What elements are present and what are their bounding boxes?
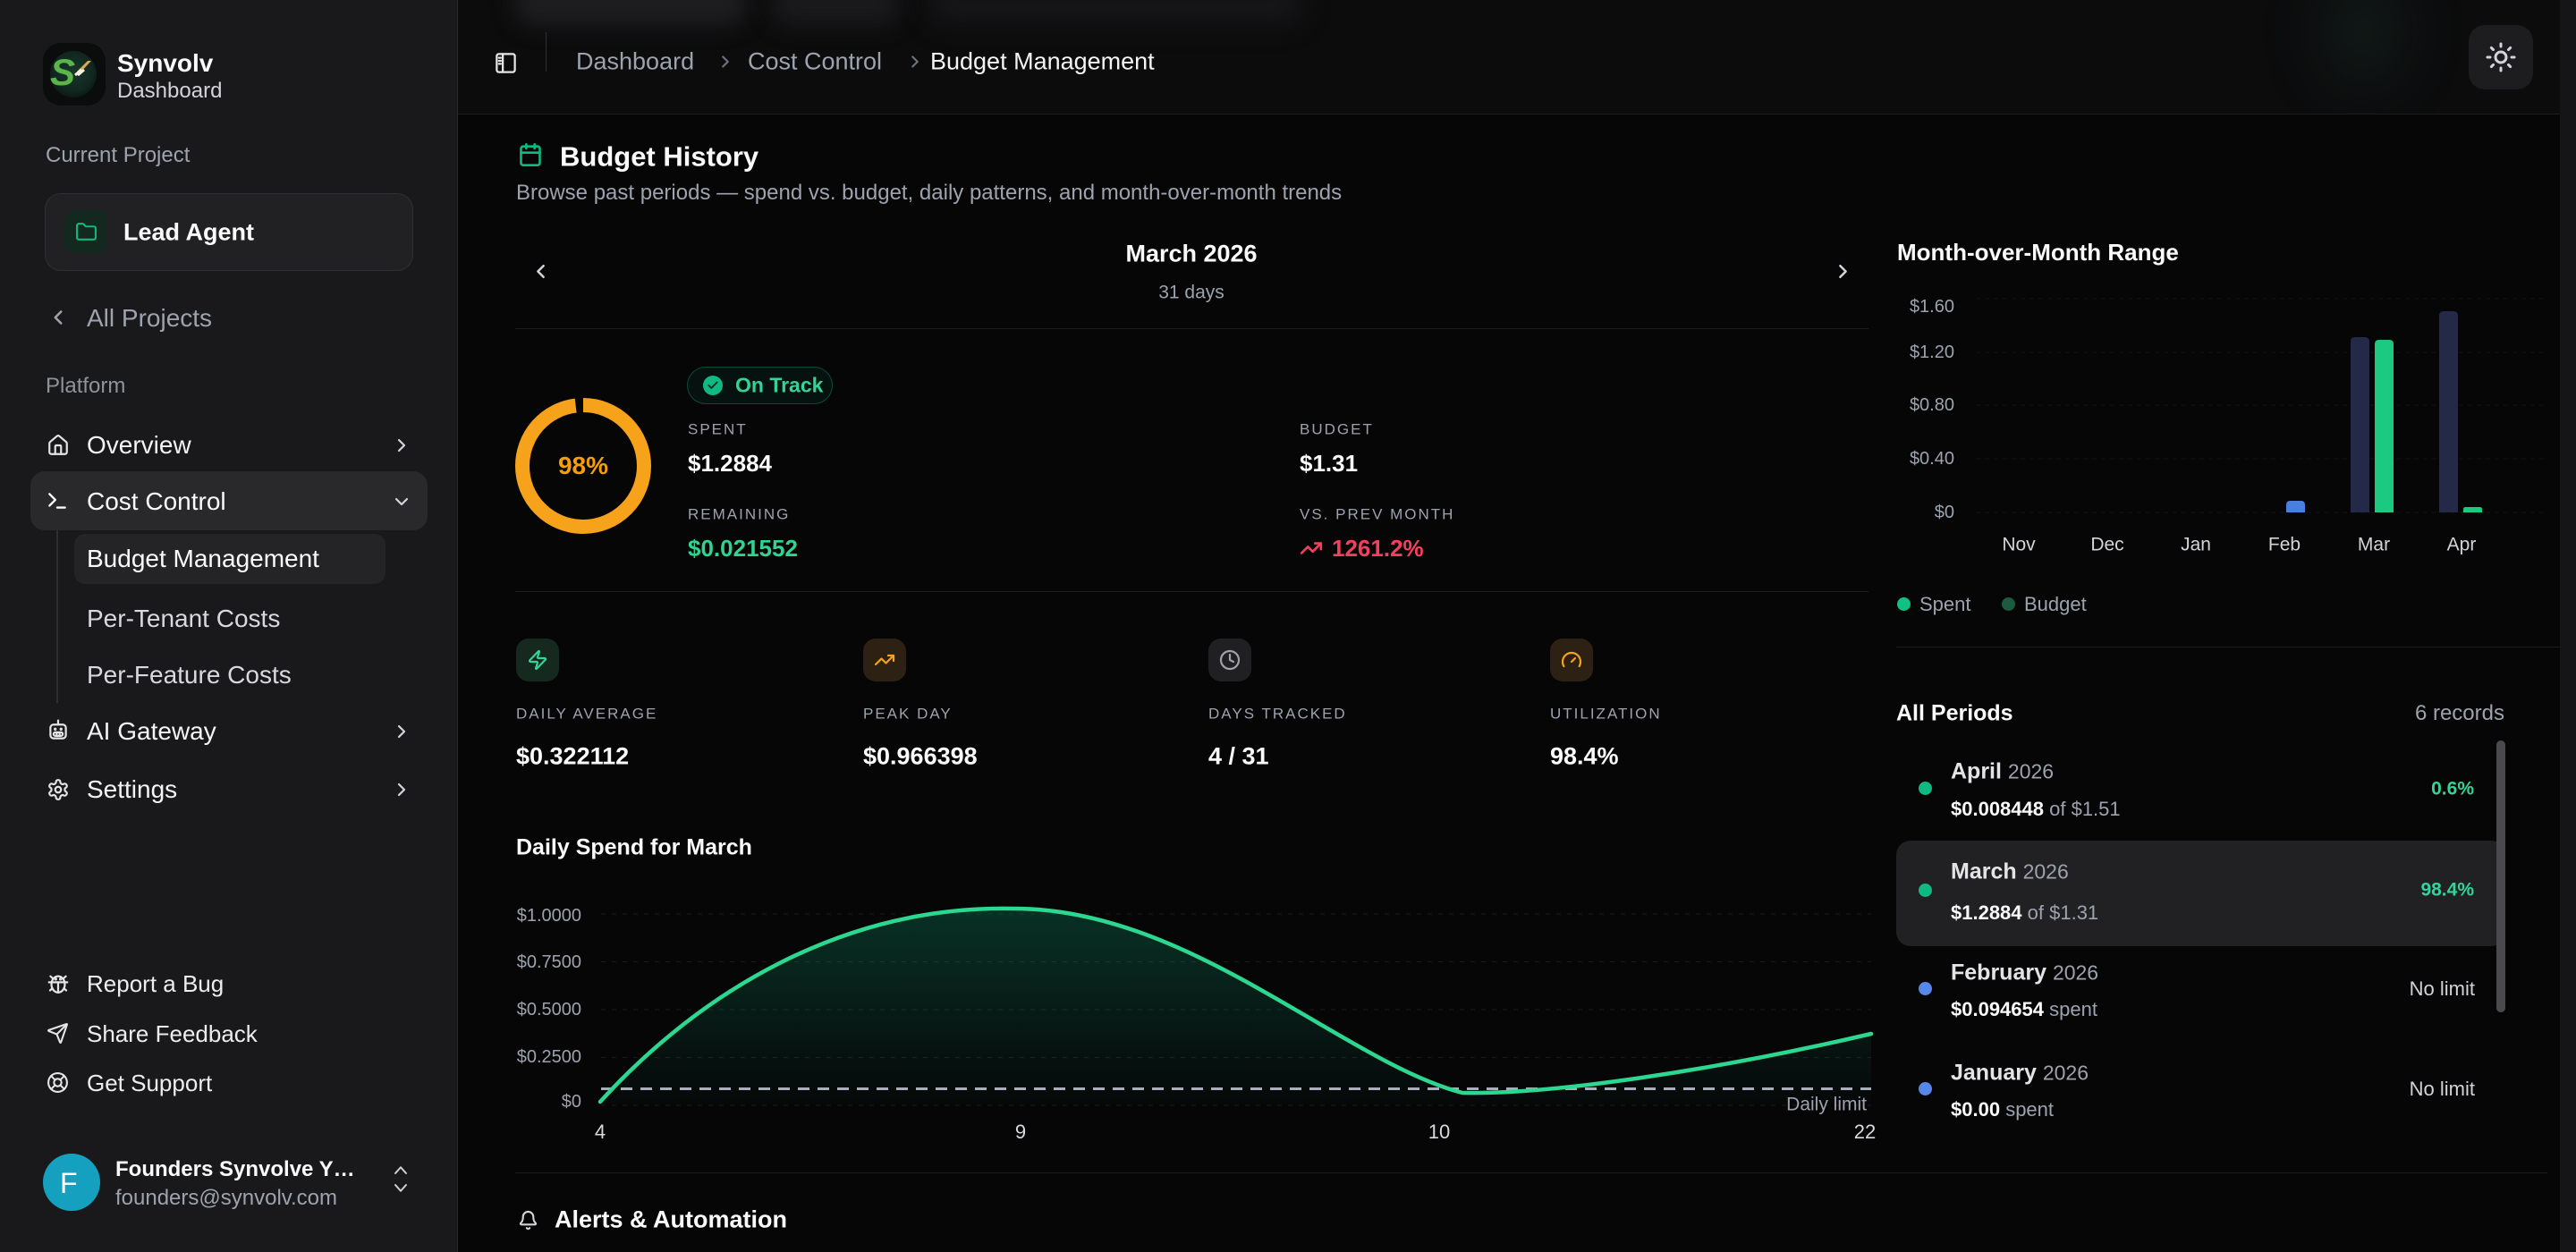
svg-text:S: S	[50, 51, 75, 93]
